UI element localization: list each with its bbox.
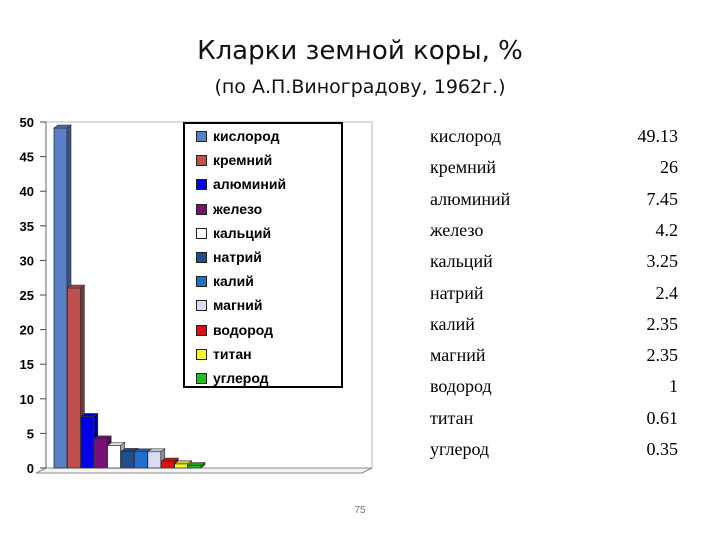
y-tick-label: 20 [20,323,34,338]
element-value: 1 [669,376,678,397]
chart-legend: кислород кремний алюминий железо кальций натр… [183,122,343,388]
legend-item: магний [196,297,263,314]
element-name: калий [430,313,475,334]
element-value: 7.45 [646,188,679,209]
table-row: кальций 3.25 [430,251,678,277]
y-tick-label: 0 [27,461,34,476]
legend-label: калий [213,273,254,290]
legend-label: кремний [213,152,273,169]
table-row: калий 2.35 [430,314,678,340]
legend-label: кислород [213,128,280,144]
y-tick-label: 15 [20,357,34,372]
element-name: магний [430,345,486,366]
legend-label: алюминий [213,176,287,193]
y-tick-label: 25 [20,288,34,303]
legend-item: кальций [196,224,272,241]
legend-swatch [196,276,207,288]
element-value: 0.61 [646,407,679,428]
slide-subtitle: (по А.П.Виноградову, 1962г.) [214,76,506,98]
table-row: водород 1 [430,376,678,402]
bar-11 [187,461,206,469]
legend-swatch [196,203,207,215]
legend-item: углерод [196,370,269,386]
y-tick-label: 5 [27,426,34,441]
legend-label: кальций [213,224,272,241]
element-name: углерод [430,439,490,459]
legend-swatch [196,324,207,336]
legend-label: углерод [213,370,269,386]
legend-label: водород [213,321,274,338]
table-row: кремний 26 [430,157,678,183]
y-tick-label: 10 [20,392,34,407]
bar-10 [173,460,193,469]
legend-swatch [196,155,207,167]
page-number: 75 [354,505,366,516]
legend-label: магний [213,297,263,314]
plot-floor [35,467,373,474]
legend-swatch [196,227,207,239]
table-row: титан 0.61 [430,408,678,434]
table-row: магний 2.35 [430,345,678,371]
y-tick-label: 35 [20,219,34,234]
y-tick-label: 40 [20,184,34,199]
legend-label: титан [213,345,252,362]
table-row: алюминий 7.45 [430,189,678,215]
legend-item: водород [196,321,274,338]
legend-item: кремний [196,152,273,169]
element-name: натрий [430,282,484,303]
legend-item: алюминий [196,176,287,193]
legend-label: натрий [213,249,262,265]
element-name: железо [430,219,484,240]
element-value: 49.13 [637,126,679,146]
table-row: углерод 0.35 [430,439,678,465]
legend-swatch [196,179,207,191]
legend-item: натрий [196,249,262,265]
legend-swatch [196,300,207,312]
bar-1 [53,124,72,469]
y-tick-label: 45 [20,150,34,165]
element-name: титан [430,407,474,428]
element-value: 4.2 [655,219,679,240]
element-name: кремний [430,157,497,178]
y-tick-label: 50 [20,115,34,130]
legend-swatch [196,252,207,263]
element-name: водород [430,376,492,397]
legend-swatch [196,131,207,142]
y-tick-label: 30 [20,253,34,268]
element-value: 3.25 [646,251,679,272]
legend-item: титан [196,345,252,362]
element-name: кальций [430,251,493,272]
element-name: алюминий [430,188,511,209]
table-row: кислород 49.13 [430,126,678,152]
table-row: натрий 2.4 [430,283,678,309]
element-value: 2.35 [646,313,679,334]
legend-swatch [196,348,207,360]
element-value: 0.35 [646,439,679,459]
slide-title: Кларки земной коры, % [197,36,523,66]
element-value: 26 [660,157,678,178]
legend-swatch [196,373,207,384]
legend-item: кислород [196,128,280,144]
legend-item: калий [196,273,254,290]
legend-label: железо [213,200,263,217]
element-value: 2.35 [646,345,679,366]
element-name: кислород [430,126,501,146]
table-row: железо 4.2 [430,220,678,246]
element-value: 2.4 [655,282,679,303]
legend-item: железо [196,200,263,217]
